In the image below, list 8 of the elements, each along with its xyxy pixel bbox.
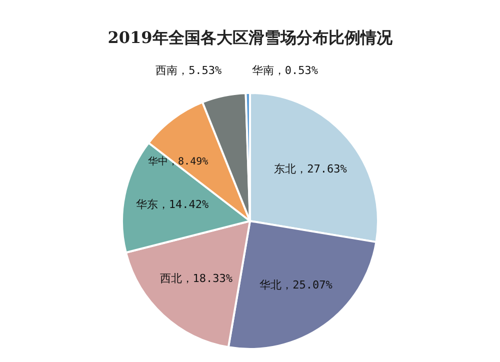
- slice-label: 华北，25.07%: [260, 278, 333, 292]
- slice-label: 华中，8.49%: [148, 155, 208, 168]
- slice-label: 华南，0.53%: [252, 64, 318, 77]
- chart-title: 2019年全国各大区滑雪场分布比例情况: [106, 28, 394, 49]
- slice-label: 华东，14.42%: [136, 198, 210, 211]
- slice-label: 西南，5.53%: [156, 64, 222, 77]
- slice-label: 西北，18.33%: [160, 272, 233, 286]
- slice-label: 东北，27.63%: [274, 162, 348, 176]
